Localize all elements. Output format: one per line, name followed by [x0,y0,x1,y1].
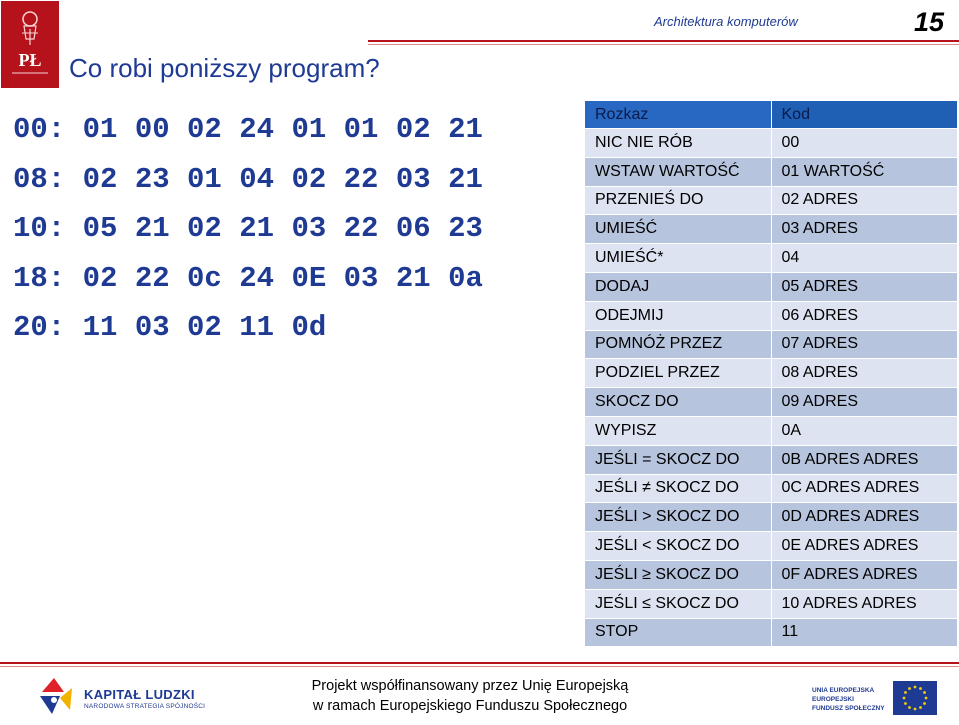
instruction-name-cell: PODZIEL PRZEZ [584,358,772,389]
instruction-name-cell: UMIEŚĆ* [584,243,772,273]
eu-star-icon [919,687,922,690]
memory-dump: 00: 01 00 02 24 01 01 02 21 08: 02 23 01… [13,112,483,360]
instruction-code-cell: 0F ADRES ADRES [770,559,958,590]
table-row: PODZIEL PRZEZ 08 ADRES [584,358,958,389]
instruction-code-cell: 0C ADRES ADRES [770,473,958,504]
instruction-name-cell: ODEJMIJ [584,300,772,331]
memory-line: 10: 05 21 02 21 03 22 06 23 [13,212,483,245]
eu-star-icon [913,707,917,711]
instruction-code-cell: 07 ADRES [770,329,958,360]
column-header-code: Kod [770,100,958,129]
table-row: JEŚLI = SKOCZ DO 0B ADRES ADRES [584,444,958,475]
table-row: SKOCZ DO 09 ADRES [584,387,958,417]
eu-star-icon [913,685,917,689]
header-divider-thin [368,44,959,45]
table-row: WSTAW WARTOŚĆ 01 WARTOŚĆ [584,156,958,187]
instruction-name-cell: JEŚLI ≠ SKOCZ DO [584,473,772,504]
instruction-code-cell: 05 ADRES [770,271,958,302]
funding-line-1: Projekt współfinansowany przez Unię Euro… [311,678,629,694]
instruction-code-cell: 03 ADRES [770,214,958,245]
kapital-ludzki-subtitle: NARODOWA STRATEGIA SPÓJNOŚCI [84,703,206,710]
instruction-code-cell: 0E ADRES ADRES [770,531,958,561]
instruction-code-cell: 08 ADRES [770,358,958,389]
instruction-code-cell: 00 [770,128,958,158]
instruction-table-body: NIC NIE RÓB 00 WSTAW WARTOŚĆ 01 WARTOŚĆ PRZE… [584,128,958,648]
memory-line: 08: 02 23 01 04 02 22 03 21 [13,162,483,196]
instruction-name-cell: JEŚLI ≤ SKOCZ DO [584,588,772,619]
table-row: JEŚLI ≠ SKOCZ DO 0C ADRES ADRES [584,473,958,504]
eu-line-2: EUROPEJSKI [812,696,854,703]
column-header-instruction: Rozkaz [584,100,772,129]
instruction-name-cell: SKOCZ DO [584,387,772,417]
eu-star-icon [924,696,928,700]
university-emblem-icon: PŁ [12,10,48,73]
course-title: Architektura komputerów [654,14,798,29]
eu-logo-text: UNIA EUROPEJSKA EUROPEJSKI FUNDUSZ SPOŁE… [812,686,885,713]
funding-line-2: w ramach Europejskiego Funduszu Społeczn… [312,698,628,714]
eu-line-3: FUNDUSZ SPOŁECZNY [812,705,885,712]
eu-line-1: UNIA EUROPEJSKA [812,687,875,694]
instruction-name-cell: WYPISZ [584,415,772,446]
instruction-name-cell: JEŚLI = SKOCZ DO [584,444,772,475]
table-row: NIC NIE RÓB 00 [584,128,958,158]
instruction-code-cell: 06 ADRES [770,300,958,331]
header-divider [368,40,959,42]
table-row: JEŚLI ≥ SKOCZ DO 0F ADRES ADRES [584,559,958,590]
instruction-code-cell: 04 [770,243,958,273]
eu-star-icon [904,691,907,694]
instruction-name-cell: UMIEŚĆ [584,214,772,245]
instruction-code-cell: 11 [770,617,958,648]
instruction-name-cell: POMNÓŻ PRZEZ [584,329,772,360]
instruction-name-cell: STOP [584,617,772,648]
table-row: JEŚLI < SKOCZ DO 0E ADRES ADRES [584,531,958,561]
table-row: UMIEŚĆ* 04 [584,243,958,273]
instruction-table: Rozkaz Kod NIC NIE RÓB 00 WSTAW WARTOŚĆ 01 … [584,100,958,648]
instruction-name-cell: JEŚLI < SKOCZ DO [584,531,772,561]
footer-divider [0,662,959,664]
instruction-name-cell: NIC NIE RÓB [584,128,772,158]
table-row: UMIEŚĆ 03 ADRES [584,214,958,245]
table-header-row: Rozkaz Kod [584,100,958,129]
memory-line: 00: 01 00 02 24 01 01 02 21 [13,113,483,146]
eu-star-icon [904,702,907,705]
instruction-code-cell: 02 ADRES [770,185,958,216]
table-row: PRZENIEŚ DO 02 ADRES [584,185,958,216]
eu-star-icon [908,706,911,709]
kapital-ludzki-logo-icon [40,678,72,714]
instruction-name-cell: JEŚLI > SKOCZ DO [584,502,772,533]
eu-star-icon [923,702,926,705]
eu-flag-icon [893,681,937,715]
table-row: JEŚLI > SKOCZ DO 0D ADRES ADRES [584,502,958,533]
page-title: Co robi poniższy program? [69,53,380,83]
table-row: POMNÓŻ PRZEZ 07 ADRES [584,329,958,360]
table-row: DODAJ 05 ADRES [584,271,958,302]
instruction-name-cell: DODAJ [584,271,772,302]
eu-star-icon [919,706,922,709]
instruction-code-cell: 10 ADRES ADRES [770,588,958,619]
university-logo: PŁ [1,1,59,88]
funding-notice: Projekt współfinansowany przez Unię Euro… [300,676,640,716]
instruction-code-cell: 0B ADRES ADRES [770,444,958,475]
table-row: WYPISZ 0A [584,415,958,446]
instruction-code-cell: 09 ADRES [770,387,958,417]
instruction-name-cell: JEŚLI ≥ SKOCZ DO [584,559,772,590]
eu-star-icon [908,687,911,690]
footer-divider-thin [0,666,959,667]
eu-star-icon [902,696,906,700]
eu-star-icon [923,691,926,694]
instruction-name-cell: WSTAW WARTOŚĆ [584,156,772,187]
svg-text:PŁ: PŁ [18,50,41,70]
instruction-code-cell: 0D ADRES ADRES [770,502,958,533]
kapital-ludzki-title: KAPITAŁ LUDZKI [84,687,195,702]
instruction-code-cell: 01 WARTOŚĆ [770,156,958,187]
memory-line: 18: 02 22 0c 24 0E 03 21 0a [13,261,483,295]
table-row: JEŚLI ≤ SKOCZ DO 10 ADRES ADRES [584,588,958,619]
instruction-code-cell: 0A [770,415,958,446]
page-number: 15 [914,7,945,37]
instruction-name-cell: PRZENIEŚ DO [584,185,772,216]
table-row: STOP 11 [584,617,958,648]
table-row: ODEJMIJ 06 ADRES [584,300,958,331]
memory-line: 20: 11 03 02 11 0d [13,311,327,344]
